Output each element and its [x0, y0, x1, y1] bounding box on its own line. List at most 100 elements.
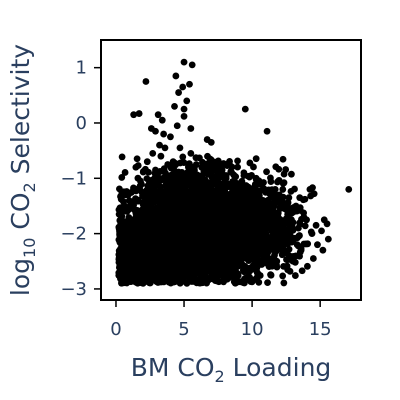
data-point [216, 180, 223, 188]
data-point [118, 212, 126, 220]
data-point [345, 185, 353, 193]
data-point [252, 242, 260, 250]
data-point [206, 162, 214, 169]
data-point [162, 239, 170, 247]
data-point [192, 261, 199, 268]
data-point [171, 102, 178, 110]
data-point [188, 61, 196, 69]
data-point [285, 226, 293, 234]
y-axis-title: log10 CO2 Selectivity [6, 44, 39, 296]
data-point [167, 225, 175, 233]
data-point [158, 116, 166, 124]
data-point [209, 188, 217, 196]
data-point [283, 239, 291, 247]
data-point [140, 250, 148, 257]
data-point [273, 227, 281, 234]
data-point [267, 202, 275, 210]
data-point [216, 229, 224, 236]
data-point [280, 232, 287, 240]
data-point [167, 133, 174, 141]
data-point [150, 229, 158, 237]
data-point [217, 247, 224, 255]
data-point [205, 194, 213, 202]
data-point [117, 231, 124, 238]
data-point [213, 195, 220, 203]
data-point [154, 171, 161, 179]
data-point [168, 183, 176, 191]
data-point [204, 213, 212, 221]
data-point [143, 175, 151, 183]
data-point [209, 220, 217, 228]
data-point [245, 217, 253, 225]
data-point [234, 193, 242, 201]
data-point [159, 258, 167, 266]
data-point [255, 278, 263, 286]
data-point [160, 130, 168, 138]
data-point [211, 174, 219, 182]
data-point [226, 224, 234, 232]
data-point [202, 219, 210, 227]
data-point [267, 191, 275, 199]
data-point [146, 187, 154, 195]
data-point [319, 246, 327, 254]
data-point [218, 256, 226, 264]
data-point [142, 78, 150, 85]
data-point [272, 220, 279, 228]
data-point [196, 234, 204, 242]
data-point [252, 155, 260, 163]
data-point [268, 212, 276, 220]
data-point [279, 272, 287, 280]
x-tick-label: 15 [309, 319, 332, 340]
data-point [320, 216, 328, 224]
data-point [264, 217, 271, 224]
data-point [172, 170, 180, 178]
data-point [207, 264, 215, 271]
data-point [147, 197, 155, 204]
data-point [237, 278, 245, 286]
data-point [293, 234, 301, 242]
subscript: 2 [20, 182, 39, 192]
data-point [271, 185, 279, 193]
data-point [167, 210, 175, 217]
data-point [287, 187, 295, 195]
data-point [170, 175, 177, 183]
data-point [252, 188, 260, 196]
data-point [153, 263, 161, 271]
data-point [309, 184, 316, 192]
data-point [187, 268, 195, 276]
data-point [198, 248, 206, 256]
data-point [118, 268, 125, 276]
data-point [214, 263, 222, 271]
data-point [156, 141, 163, 149]
data-point [210, 207, 218, 215]
data-point [302, 240, 310, 248]
data-point [200, 181, 207, 189]
data-point [144, 235, 152, 242]
data-point [265, 242, 273, 250]
data-point [308, 230, 316, 238]
data-point [120, 205, 128, 213]
data-point [258, 246, 266, 254]
data-point [271, 239, 279, 247]
data-point [124, 277, 132, 285]
data-point [258, 213, 266, 221]
data-point [277, 240, 285, 247]
data-point [154, 238, 162, 245]
data-point [285, 194, 293, 202]
data-point [179, 153, 187, 161]
data-point [155, 245, 163, 253]
data-point [162, 231, 170, 238]
title-text: Selectivity [6, 44, 35, 183]
data-point [232, 265, 240, 272]
data-point [290, 208, 298, 215]
data-point [291, 272, 299, 279]
x-tick-label: 5 [178, 319, 189, 340]
data-point [183, 280, 191, 287]
data-point [175, 89, 182, 96]
data-point [170, 195, 178, 203]
data-point [180, 105, 188, 113]
data-point [257, 208, 264, 215]
data-point [231, 219, 239, 227]
data-point [195, 187, 202, 195]
